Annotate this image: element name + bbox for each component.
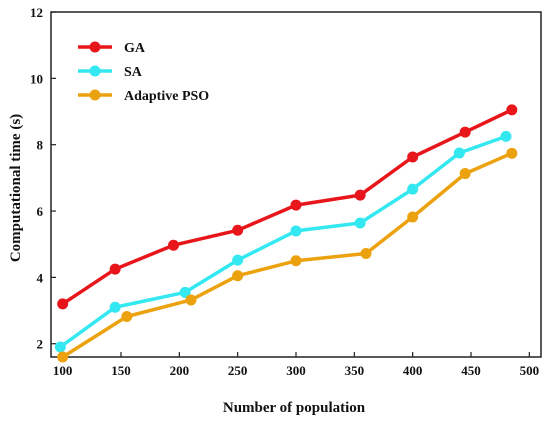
x-tick-label: 400 (403, 363, 423, 378)
legend-swatch-marker (89, 41, 101, 53)
y-tick-label: 8 (37, 138, 44, 153)
data-point (506, 104, 518, 116)
data-point (121, 311, 133, 323)
y-tick-label: 12 (30, 5, 43, 20)
series-layer (54, 104, 518, 363)
legend-item: GA (78, 41, 146, 56)
data-point (407, 151, 419, 163)
data-point (54, 341, 66, 353)
y-tick-label: 4 (37, 270, 44, 285)
x-tick-label: 450 (461, 363, 481, 378)
legend-swatch-marker (89, 89, 101, 101)
series-adaptive-pso (57, 147, 518, 363)
y-tick-label: 2 (37, 337, 44, 352)
data-point (500, 130, 512, 142)
data-point (232, 254, 244, 266)
data-point (354, 189, 366, 201)
series-line (60, 151, 514, 359)
data-point (459, 126, 471, 138)
x-tick-label: 100 (53, 363, 73, 378)
y-tick-label: 10 (30, 71, 43, 86)
data-point (459, 168, 471, 180)
data-point (354, 217, 366, 229)
data-point (232, 270, 244, 282)
x-tick-label: 500 (520, 363, 540, 378)
data-point (407, 183, 419, 195)
data-point (109, 301, 121, 313)
data-point (232, 224, 244, 236)
legend-item: SA (78, 65, 143, 80)
data-point (290, 255, 302, 267)
legend-label: SA (124, 65, 143, 80)
x-tick-label: 250 (228, 363, 248, 378)
x-tick-label: 350 (345, 363, 365, 378)
data-point (168, 239, 179, 251)
data-point (290, 225, 302, 237)
data-point (179, 286, 191, 298)
series-sa (54, 130, 512, 353)
data-point (360, 248, 372, 259)
data-point (185, 294, 197, 306)
y-axis-title: Computational time (s) (8, 114, 24, 262)
legend-item: Adaptive PSO (78, 89, 209, 104)
data-point (506, 147, 518, 159)
axes: 100 150 200 250 300 350 400 450 500 2 4 6 8 10 12 (30, 5, 542, 378)
series-ga (57, 104, 518, 310)
y-tick-label: 6 (37, 204, 44, 219)
legend: GA SA Adaptive PSO (78, 41, 209, 104)
x-tick-label: 150 (111, 363, 131, 378)
data-point (109, 263, 121, 275)
series-line (60, 108, 514, 306)
data-point (407, 211, 419, 223)
x-axis-title: Number of population (223, 400, 366, 416)
data-point (453, 147, 465, 159)
x-tick-label: 300 (286, 363, 306, 378)
legend-label: Adaptive PSO (124, 89, 209, 104)
legend-swatch-marker (89, 65, 101, 77)
x-tick-label: 200 (170, 363, 190, 378)
legend-label: GA (124, 41, 146, 56)
data-point (290, 199, 302, 211)
data-point (57, 298, 69, 310)
data-point (57, 351, 69, 363)
